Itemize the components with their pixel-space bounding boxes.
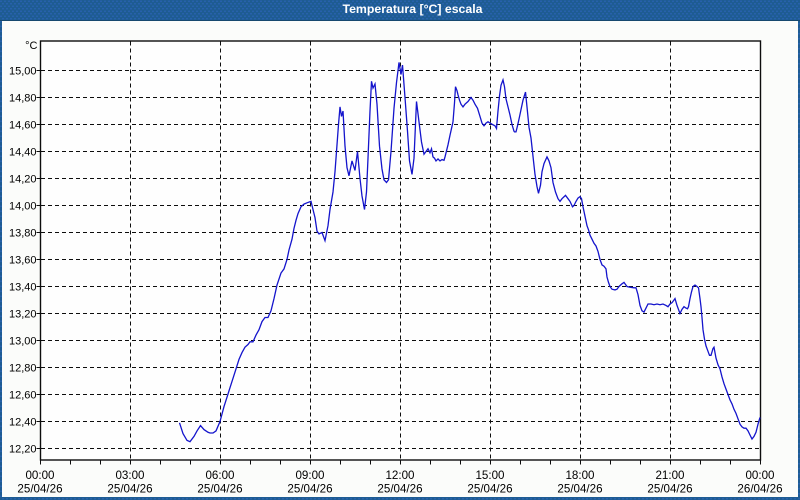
svg-text:Temperatura [°C] escala: Temperatura [°C] escala: [342, 2, 482, 16]
svg-text:15,00: 15,00: [9, 65, 37, 77]
svg-text:13,00: 13,00: [9, 335, 37, 347]
svg-text:14,40: 14,40: [9, 146, 37, 158]
svg-text:13,40: 13,40: [9, 281, 37, 293]
svg-text:25/04/26: 25/04/26: [107, 483, 152, 496]
svg-text:25/04/26: 25/04/26: [17, 483, 62, 496]
svg-text:13,80: 13,80: [9, 227, 37, 239]
svg-text:03:00: 03:00: [115, 469, 144, 482]
svg-text:12,20: 12,20: [9, 443, 37, 455]
svg-text:21:00: 21:00: [655, 469, 684, 482]
svg-text:°C: °C: [25, 40, 37, 52]
svg-text:25/04/26: 25/04/26: [287, 483, 332, 496]
svg-text:13,20: 13,20: [9, 308, 37, 320]
svg-text:00:00: 00:00: [25, 469, 54, 482]
svg-text:25/04/26: 25/04/26: [197, 483, 242, 496]
svg-text:25/04/26: 25/04/26: [467, 483, 512, 496]
svg-text:12,60: 12,60: [9, 389, 37, 401]
svg-text:12,40: 12,40: [9, 416, 37, 428]
svg-text:06:00: 06:00: [205, 469, 234, 482]
svg-text:12:00: 12:00: [385, 469, 414, 482]
svg-text:26/04/26: 26/04/26: [737, 483, 782, 496]
svg-text:25/04/26: 25/04/26: [647, 483, 692, 496]
svg-text:14,60: 14,60: [9, 119, 37, 131]
svg-text:25/04/26: 25/04/26: [557, 483, 602, 496]
svg-text:14,80: 14,80: [9, 92, 37, 104]
svg-text:14,20: 14,20: [9, 173, 37, 185]
svg-text:00:00: 00:00: [745, 469, 774, 482]
svg-text:09:00: 09:00: [295, 469, 324, 482]
svg-text:13,60: 13,60: [9, 254, 37, 266]
svg-text:15:00: 15:00: [475, 469, 504, 482]
svg-text:18:00: 18:00: [565, 469, 594, 482]
svg-text:14,00: 14,00: [9, 200, 37, 212]
svg-text:25/04/26: 25/04/26: [377, 483, 422, 496]
svg-text:12,80: 12,80: [9, 362, 37, 374]
